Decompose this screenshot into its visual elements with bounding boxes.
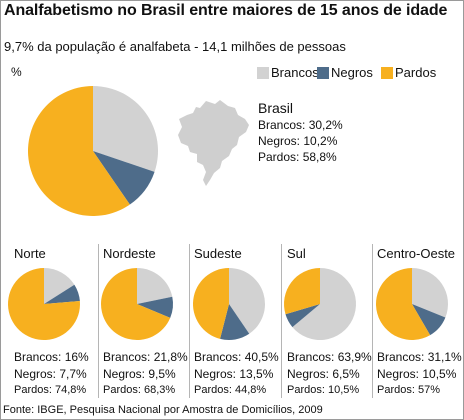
legend-swatch-brancos [257, 67, 269, 79]
legend-label-brancos: Brancos [271, 65, 319, 80]
region-divider [189, 244, 190, 398]
region-name-norte: Norte [14, 246, 46, 261]
norte-slice-pardos [8, 268, 81, 340]
sul-brancos-value: Brancos: 63,9% [287, 350, 372, 364]
region-name-sudeste: Sudeste [194, 246, 242, 261]
brasil-pardos-value: Pardos: 58,8% [258, 150, 337, 164]
nordeste-brancos-value: Brancos: 21,8% [103, 350, 188, 364]
source-note: Fonte: IBGE, Pesquisa Nacional por Amost… [3, 404, 323, 416]
legend-label-pardos: Pardos [395, 65, 437, 80]
sudeste-slice-brancos [229, 268, 265, 334]
region-name-centro-oeste: Centro-Oeste [377, 246, 456, 261]
brazil-map-icon [178, 100, 249, 186]
unit-label: % [11, 65, 22, 79]
sul-slice-pardos [283, 268, 320, 315]
norte-negros-value: Negros: 7,7% [14, 367, 87, 381]
sudeste-negros-value: Negros: 13,5% [194, 367, 274, 381]
centro-oeste-pardos-value: Pardos: 57% [377, 384, 440, 396]
nordeste-pie-chart [101, 268, 173, 340]
legend-label-negros: Negros [331, 65, 373, 80]
brasil-pie-chart [27, 86, 158, 216]
region-divider [98, 244, 99, 398]
legend-swatch-pardos [381, 67, 393, 79]
centro-oeste-slice-brancos [412, 268, 449, 318]
nordeste-slice-brancos [137, 268, 173, 304]
sudeste-slice-pardos [192, 268, 229, 339]
legend-swatch-negros [317, 67, 329, 79]
chart-title: Analfabetismo no Brasil entre maiores de… [4, 2, 448, 19]
region-name-sul: Sul [287, 246, 306, 261]
sul-negros-value: Negros: 6,5% [287, 367, 360, 381]
brasil-slice-brancos [93, 86, 158, 172]
brasil-slice-negros [93, 151, 155, 205]
sul-pardos-value: Pardos: 10,5% [287, 384, 360, 396]
brasil-slice-pardos [27, 86, 130, 216]
norte-slice-negros [44, 284, 80, 304]
brasil-negros-value: Negros: 10,2% [258, 134, 338, 148]
nordeste-slice-pardos [101, 268, 171, 340]
norte-pardos-value: Pardos: 74,8% [14, 384, 87, 396]
centro-oeste-slice-negros [412, 304, 446, 336]
sudeste-slice-negros [220, 304, 250, 340]
nordeste-pardos-value: Pardos: 68,3% [103, 384, 176, 396]
chart-subtitle: 9,7% da população é analfabeta - 14,1 mi… [4, 39, 346, 54]
region-name-nordeste: Nordeste [103, 246, 156, 261]
nordeste-negros-value: Negros: 9,5% [103, 367, 176, 381]
sudeste-pardos-value: Pardos: 44,8% [194, 384, 267, 396]
nordeste-slice-negros [137, 296, 173, 318]
centro-oeste-slice-pardos [375, 268, 431, 340]
norte-slice-brancos [44, 268, 75, 304]
brasil-label: Brasil [258, 100, 294, 116]
sudeste-pie-chart [192, 268, 265, 340]
region-divider [281, 244, 282, 398]
norte-pie-chart [8, 268, 81, 340]
sudeste-brancos-value: Brancos: 40,5% [194, 350, 279, 364]
brasil-brancos-value: Brancos: 30,2% [258, 118, 343, 132]
region-divider [372, 244, 373, 398]
sul-slice-brancos [292, 268, 357, 340]
centro-oeste-pie-chart [375, 268, 449, 340]
brazil-map-shape [178, 100, 249, 186]
centro-oeste-brancos-value: Brancos: 31,1% [377, 350, 462, 364]
norte-brancos-value: Brancos: 16% [14, 350, 89, 364]
sul-pie-chart [283, 268, 357, 340]
sul-slice-negros [285, 304, 320, 328]
centro-oeste-negros-value: Negros: 10,5% [377, 367, 457, 381]
